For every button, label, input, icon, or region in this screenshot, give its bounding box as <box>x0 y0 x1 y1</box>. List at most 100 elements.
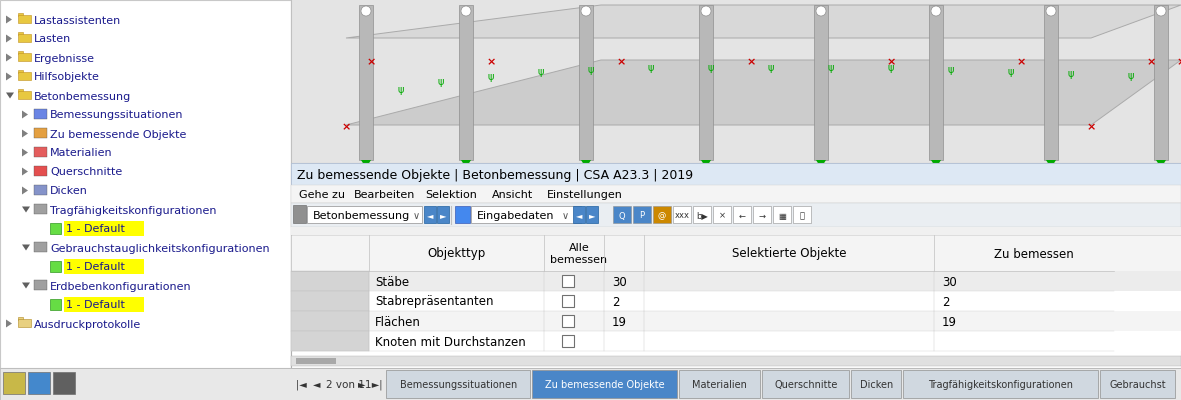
Bar <box>699 5 713 160</box>
Bar <box>673 206 691 223</box>
Text: Betonbemessung: Betonbemessung <box>313 211 410 221</box>
Text: Alle: Alle <box>568 243 589 253</box>
Bar <box>18 50 22 54</box>
Text: ψ: ψ <box>438 77 444 87</box>
Bar <box>34 166 47 176</box>
Text: ×: × <box>1147 57 1156 67</box>
Bar <box>53 372 76 394</box>
Circle shape <box>702 6 711 16</box>
Bar <box>903 370 1098 398</box>
Text: Querschnitte: Querschnitte <box>50 168 123 178</box>
Bar <box>633 206 651 223</box>
Polygon shape <box>22 206 30 212</box>
Text: Bemessungssituationen: Bemessungssituationen <box>399 380 517 390</box>
Text: ψ: ψ <box>948 65 954 75</box>
Circle shape <box>461 6 471 16</box>
Bar <box>34 280 47 290</box>
Bar <box>1044 5 1058 160</box>
Text: ∨: ∨ <box>413 211 420 221</box>
Text: Ausdruckprotokolle: Ausdruckprotokolle <box>34 320 142 330</box>
Bar <box>64 296 144 312</box>
Polygon shape <box>6 54 12 62</box>
Text: ψ: ψ <box>888 63 894 73</box>
Polygon shape <box>22 282 30 288</box>
Bar <box>291 331 1181 351</box>
Text: Eingabedaten: Eingabedaten <box>477 211 555 221</box>
Polygon shape <box>1046 160 1056 168</box>
Bar <box>291 331 368 351</box>
Text: Knoten mit Durchstanzen: Knoten mit Durchstanzen <box>376 336 526 348</box>
Bar <box>34 128 47 138</box>
Text: b▶: b▶ <box>696 212 707 220</box>
Text: ψ: ψ <box>768 63 775 73</box>
Text: 19: 19 <box>942 316 957 328</box>
Text: 1 - Default: 1 - Default <box>66 224 125 234</box>
Bar <box>18 52 31 60</box>
Text: Dicken: Dicken <box>50 186 87 196</box>
Text: ×: × <box>616 57 626 67</box>
Text: P: P <box>639 212 645 220</box>
Text: Zu bemessende Objekte: Zu bemessende Objekte <box>50 130 187 140</box>
Polygon shape <box>816 160 826 168</box>
Bar <box>34 184 47 194</box>
Bar <box>762 370 849 398</box>
Bar <box>455 206 470 223</box>
Bar <box>291 291 1181 311</box>
Bar <box>50 298 61 310</box>
Bar <box>792 206 811 223</box>
Text: Stabrepräsentanten: Stabrepräsentanten <box>376 296 494 308</box>
Bar <box>679 370 759 398</box>
Bar <box>1100 370 1175 398</box>
Bar <box>613 206 631 223</box>
Text: Gehe zu: Gehe zu <box>299 190 345 200</box>
Text: ψ: ψ <box>488 72 494 82</box>
Polygon shape <box>22 244 30 250</box>
Text: ×: × <box>1087 122 1096 132</box>
Polygon shape <box>581 160 590 168</box>
Bar <box>573 206 585 223</box>
Bar <box>774 206 791 223</box>
Text: Dicken: Dicken <box>860 380 893 390</box>
Text: |◄  ◄: |◄ ◄ <box>296 380 320 390</box>
Bar <box>18 316 22 320</box>
Bar <box>814 5 828 160</box>
Text: →: → <box>758 212 765 220</box>
Polygon shape <box>6 34 12 42</box>
Bar <box>18 70 22 72</box>
Bar <box>459 5 474 160</box>
Text: ×: × <box>886 57 895 67</box>
Text: ←: ← <box>738 212 745 220</box>
Bar <box>562 275 574 287</box>
Bar <box>291 235 1181 271</box>
Text: ψ: ψ <box>648 63 654 73</box>
Circle shape <box>361 6 371 16</box>
Circle shape <box>581 6 590 16</box>
Bar <box>18 318 31 326</box>
Bar <box>296 358 337 364</box>
Bar <box>0 368 1181 400</box>
Text: ψ: ψ <box>588 65 594 75</box>
Bar <box>293 205 306 223</box>
Text: ×: × <box>341 122 351 132</box>
Text: ψ: ψ <box>828 63 834 73</box>
Polygon shape <box>461 160 471 168</box>
Polygon shape <box>931 160 941 168</box>
Text: 30: 30 <box>612 276 627 288</box>
Bar <box>471 206 581 223</box>
Text: ∨: ∨ <box>562 211 569 221</box>
Bar <box>64 220 144 236</box>
Text: ►: ► <box>589 212 595 220</box>
Bar <box>18 72 31 80</box>
Bar <box>291 163 1181 368</box>
Bar <box>733 206 751 223</box>
Text: Selektierte Objekte: Selektierte Objekte <box>732 248 847 260</box>
Text: 2 von 11: 2 von 11 <box>326 380 372 390</box>
Text: ψ: ψ <box>537 67 544 77</box>
Bar <box>533 370 677 398</box>
Text: Tragfähigkeitskonfigurationen: Tragfähigkeitskonfigurationen <box>928 380 1074 390</box>
Text: Zu bemessende Objekte | Betonbemessung | CSA A23.3 | 2019: Zu bemessende Objekte | Betonbemessung |… <box>296 168 693 182</box>
Text: ◄: ◄ <box>576 212 582 220</box>
Text: xxx: xxx <box>674 212 690 220</box>
Text: ×: × <box>718 212 725 220</box>
Bar <box>693 206 711 223</box>
